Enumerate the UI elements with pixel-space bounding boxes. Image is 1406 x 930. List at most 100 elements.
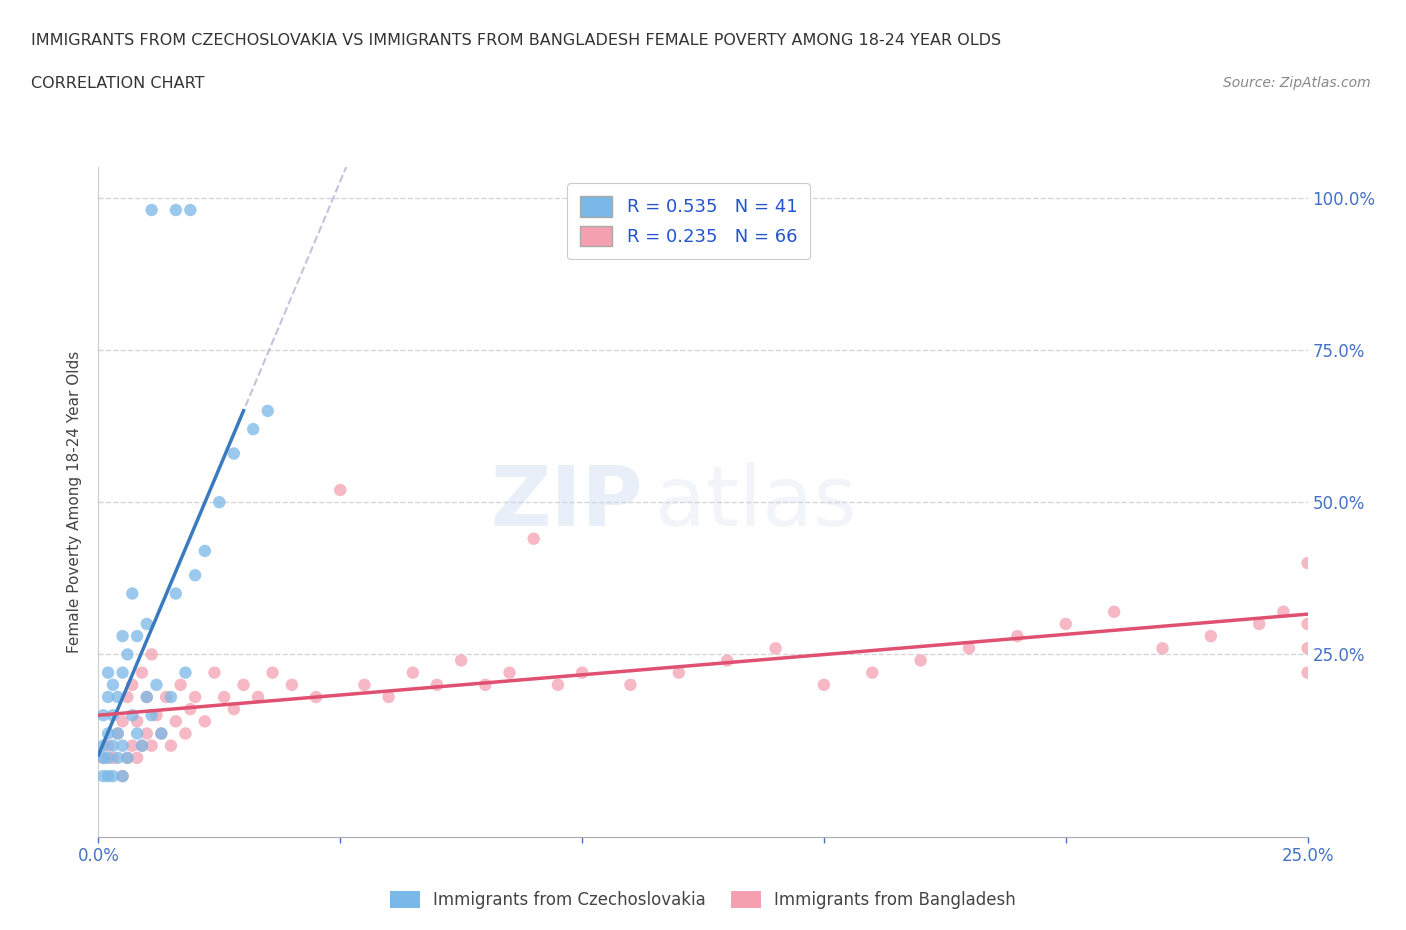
Point (141, 647, 163, 662)
Point (131, 738, 153, 753)
Point (262, 665, 284, 680)
Point (101, 738, 124, 753)
Point (107, 726, 129, 741)
Point (111, 769, 134, 784)
Point (127, 751, 149, 765)
Point (353, 677, 375, 692)
Point (160, 738, 183, 753)
Point (1296, 665, 1319, 680)
Point (97, 751, 120, 765)
Point (121, 677, 143, 692)
Point (174, 665, 197, 680)
Point (765, 641, 787, 656)
Point (141, 203, 163, 218)
Point (107, 751, 129, 765)
Point (107, 689, 129, 704)
Point (232, 677, 254, 692)
Point (91, 708, 114, 723)
Point (135, 617, 157, 631)
Point (97, 726, 120, 741)
Point (111, 629, 134, 644)
Point (194, 543, 217, 558)
Point (1296, 555, 1319, 570)
Point (281, 677, 304, 692)
Point (91, 738, 114, 753)
Point (1199, 629, 1222, 644)
Point (121, 738, 143, 753)
Point (101, 751, 124, 765)
Point (426, 677, 449, 692)
Point (174, 726, 197, 741)
Point (111, 769, 134, 784)
Point (498, 665, 520, 680)
Point (474, 677, 496, 692)
Point (117, 751, 139, 765)
Point (107, 726, 129, 741)
Point (179, 203, 201, 218)
Point (145, 677, 167, 692)
Point (619, 677, 641, 692)
Point (131, 665, 153, 680)
Point (813, 677, 835, 692)
Point (127, 714, 149, 729)
Point (1152, 641, 1174, 656)
Point (135, 689, 157, 704)
Point (111, 714, 134, 729)
Point (141, 708, 163, 723)
Point (305, 689, 328, 704)
Point (204, 665, 226, 680)
Point (910, 653, 932, 668)
Point (121, 586, 143, 601)
Point (127, 726, 149, 741)
Point (117, 689, 139, 704)
Text: atlas: atlas (655, 461, 856, 543)
Point (247, 689, 270, 704)
Point (1054, 617, 1077, 631)
Point (1102, 604, 1125, 619)
Point (160, 689, 183, 704)
Point (111, 665, 134, 680)
Point (222, 702, 245, 717)
Point (97, 738, 120, 753)
Point (668, 665, 690, 680)
Point (101, 708, 124, 723)
Text: ZIP: ZIP (491, 461, 643, 543)
Point (101, 677, 124, 692)
Point (101, 769, 124, 784)
Point (329, 483, 352, 498)
Text: IMMIGRANTS FROM CZECHOSLOVAKIA VS IMMIGRANTS FROM BANGLADESH FEMALE POVERTY AMON: IMMIGRANTS FROM CZECHOSLOVAKIA VS IMMIGR… (31, 33, 1001, 47)
Point (860, 665, 883, 680)
Point (377, 689, 399, 704)
Point (117, 751, 139, 765)
Point (97, 689, 120, 704)
Point (194, 714, 217, 729)
Point (222, 446, 245, 461)
Point (165, 586, 187, 601)
Point (1296, 617, 1319, 631)
Point (117, 647, 139, 662)
Point (169, 677, 191, 692)
Point (256, 404, 278, 418)
Point (547, 677, 569, 692)
Point (131, 738, 153, 753)
Point (450, 653, 472, 668)
Point (523, 531, 546, 546)
Legend: R = 0.535   N = 41, R = 0.235   N = 66: R = 0.535 N = 41, R = 0.235 N = 66 (567, 183, 810, 259)
Point (165, 714, 187, 729)
Point (150, 726, 173, 741)
Point (97, 665, 120, 680)
Point (135, 689, 157, 704)
Point (91, 769, 114, 784)
Point (208, 495, 231, 510)
Point (957, 641, 980, 656)
Point (1249, 617, 1271, 631)
Point (571, 665, 593, 680)
Point (184, 689, 207, 704)
Point (127, 629, 149, 644)
Point (121, 708, 143, 723)
Text: CORRELATION CHART: CORRELATION CHART (31, 76, 204, 91)
Point (1296, 641, 1319, 656)
Point (179, 702, 201, 717)
Point (165, 203, 187, 218)
Legend: Immigrants from Czechoslovakia, Immigrants from Bangladesh: Immigrants from Czechoslovakia, Immigran… (381, 883, 1025, 917)
